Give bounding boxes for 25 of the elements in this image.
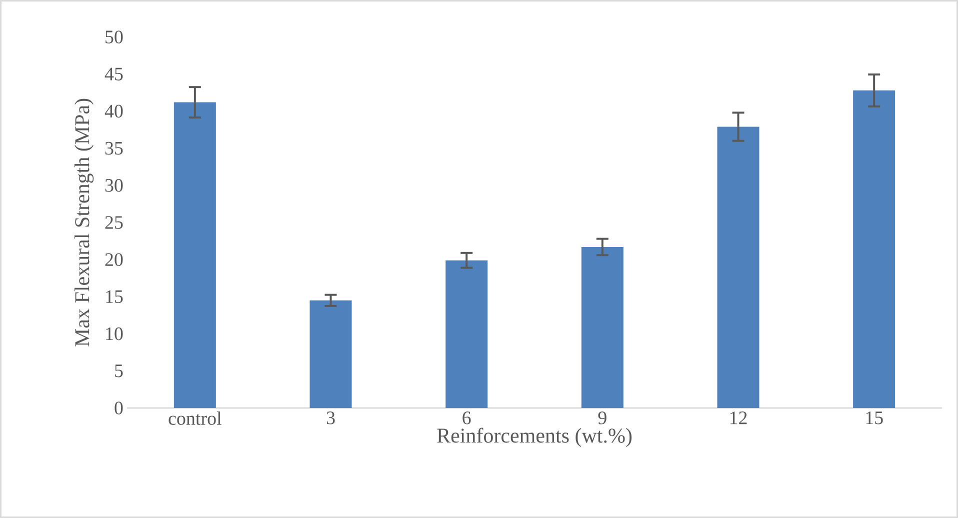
bar — [310, 300, 352, 408]
x-axis-title: Reinforcements (wt.%) — [437, 428, 632, 448]
y-tick-label: 30 — [105, 178, 123, 192]
x-tick-label: 15 — [866, 412, 883, 424]
x-tick-label: 3 — [326, 412, 335, 424]
bar — [174, 102, 216, 408]
x-tick-label: control — [168, 412, 222, 425]
bar — [853, 90, 896, 408]
bar — [717, 126, 760, 408]
y-axis-title: Max Flexural Strength (MPa) — [74, 98, 94, 346]
x-tick-label: 6 — [462, 412, 471, 424]
y-tick-label: 20 — [105, 253, 123, 266]
y-tick-label: 10 — [106, 327, 123, 340]
y-tick-label: 50 — [106, 30, 123, 44]
y-tick-label: 40 — [104, 104, 123, 118]
bar — [446, 260, 488, 408]
x-tick-label: 9 — [598, 412, 606, 424]
y-tick-label: 0 — [114, 402, 123, 414]
x-tick-label: 12 — [730, 412, 747, 424]
y-tick-label: 25 — [105, 216, 123, 229]
y-tick-label: 15 — [106, 290, 123, 304]
y-tick-label: 45 — [104, 68, 123, 80]
bar — [581, 246, 624, 408]
y-tick-label: 5 — [115, 364, 123, 378]
y-tick-label: 35 — [105, 142, 123, 155]
